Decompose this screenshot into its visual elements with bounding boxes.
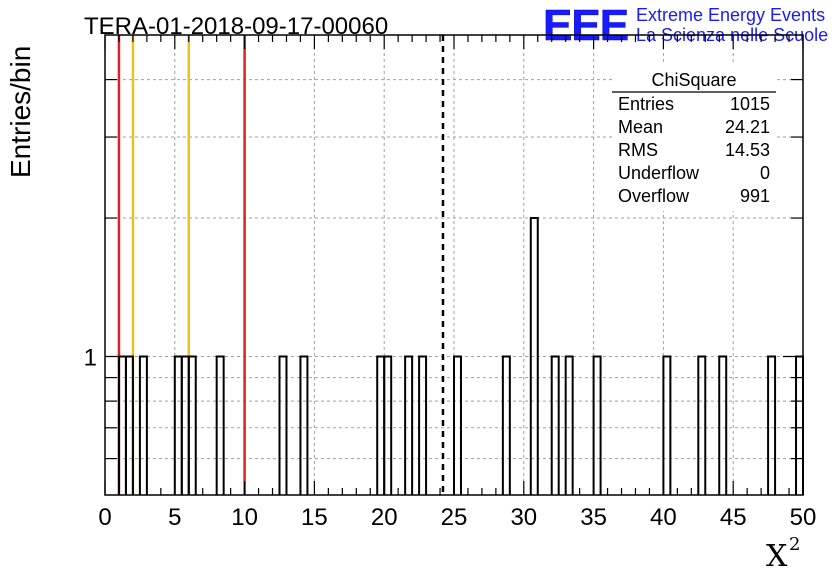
stats-rows: Entries 1015 Mean 24.21 RMS 14.53 Underflow 0 Ov… — [618, 94, 770, 206]
histogram-bar — [215, 355, 225, 495]
tick-labels-layer: 0 5 10 15 20 25 30 35 40 45 50 1 — [84, 345, 817, 531]
x-tick-label: 25 — [441, 504, 468, 531]
histogram-bar — [501, 355, 511, 495]
histogram-bar — [278, 355, 288, 495]
x-tick-label: 10 — [231, 504, 258, 531]
stats-label: Mean — [618, 117, 663, 137]
histogram-layer — [117, 217, 804, 495]
ticks-layer — [104, 35, 804, 495]
histogram-bar — [124, 355, 134, 495]
x-axis-title-superscript: 2 — [789, 534, 800, 555]
x-tick-label: 5 — [168, 504, 181, 531]
stats-value: 1015 — [730, 94, 770, 114]
stats-title: ChiSquare — [651, 70, 736, 90]
logo-line-1: Extreme Energy Events — [636, 5, 825, 25]
x-tick-label: 0 — [98, 504, 111, 531]
y-tick-label: 1 — [84, 345, 97, 372]
x-tick-label: 45 — [720, 504, 747, 531]
x-tick-label: 20 — [371, 504, 398, 531]
stats-value: 991 — [740, 186, 770, 206]
stats-value: 14.53 — [725, 140, 770, 160]
x-tick-label: 50 — [790, 504, 817, 531]
histogram-bar — [383, 355, 393, 495]
histogram-bar — [718, 355, 728, 495]
x-tick-label: 30 — [510, 504, 537, 531]
histogram-bar — [592, 355, 602, 495]
reference-lines-layer — [117, 35, 445, 495]
stats-label: Underflow — [618, 163, 700, 183]
eee-logo-mark: EEE — [543, 1, 628, 50]
histogram-bar — [550, 355, 560, 495]
histogram-bar — [404, 355, 414, 495]
x-tick-label: 15 — [301, 504, 328, 531]
histogram-bar — [564, 355, 574, 495]
histogram-bar — [767, 355, 777, 495]
x-tick-label: 35 — [580, 504, 607, 531]
stats-background — [612, 63, 776, 211]
histogram-bar — [418, 355, 428, 495]
histogram-bar — [187, 355, 197, 495]
x-axis-title: X — [766, 539, 788, 572]
histogram-bar — [299, 355, 309, 495]
x-tick-label: 40 — [650, 504, 677, 531]
y-axis-title: Entries/bin — [5, 46, 36, 178]
stats-value: 0 — [760, 163, 770, 183]
histogram-bar — [529, 217, 539, 495]
histogram-bar — [138, 355, 148, 495]
histogram-bar — [697, 355, 707, 495]
stats-label: Overflow — [618, 186, 690, 206]
stats-box: ChiSquare Entries 1015 Mean 24.21 RMS 14.53 Un… — [612, 63, 776, 211]
histogram-bar — [453, 355, 462, 495]
histogram-bar — [662, 355, 672, 495]
stats-label: RMS — [618, 140, 658, 160]
stats-value: 24.21 — [725, 117, 770, 137]
stats-label: Entries — [618, 94, 674, 114]
